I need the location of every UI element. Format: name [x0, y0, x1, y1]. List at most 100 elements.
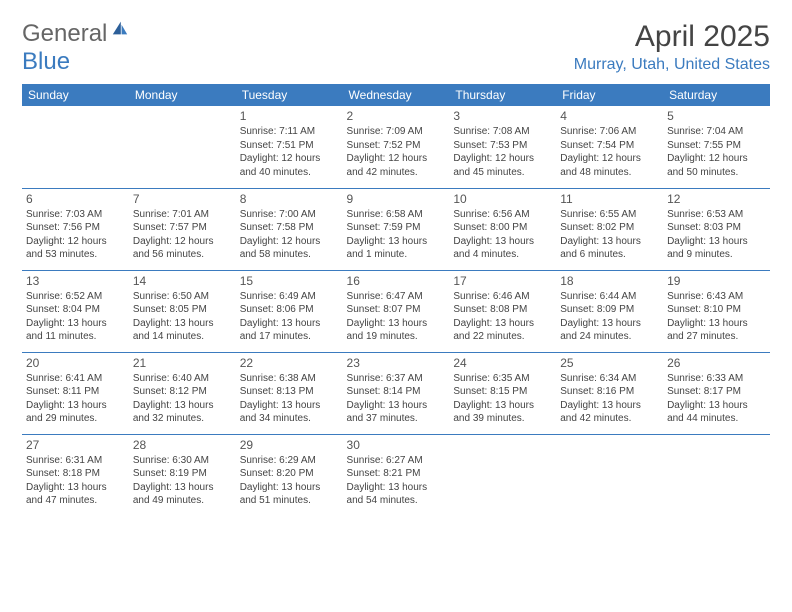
daylight-text: Daylight: 13 hours and 39 minutes.	[453, 399, 552, 426]
day-cell: 7Sunrise: 7:01 AMSunset: 7:57 PMDaylight…	[129, 188, 236, 270]
day-number: 12	[667, 191, 766, 207]
sunset-text: Sunset: 8:09 PM	[560, 303, 659, 317]
sunrise-text: Sunrise: 6:34 AM	[560, 372, 659, 386]
sunrise-text: Sunrise: 7:04 AM	[667, 125, 766, 139]
sunset-text: Sunset: 8:07 PM	[347, 303, 446, 317]
day-cell: 14Sunrise: 6:50 AMSunset: 8:05 PMDayligh…	[129, 270, 236, 352]
day-cell: 10Sunrise: 6:56 AMSunset: 8:00 PMDayligh…	[449, 188, 556, 270]
day-number: 17	[453, 273, 552, 289]
day-cell: 5Sunrise: 7:04 AMSunset: 7:55 PMDaylight…	[663, 106, 770, 188]
day-cell: 27Sunrise: 6:31 AMSunset: 8:18 PMDayligh…	[22, 434, 129, 516]
day-number: 22	[240, 355, 339, 371]
week-row: 13Sunrise: 6:52 AMSunset: 8:04 PM Dayligh…	[22, 270, 770, 352]
sunset-text: Sunset: 8:15 PM	[453, 385, 552, 399]
sunrise-text: Sunrise: 7:00 AM	[240, 208, 339, 222]
sunrise-text: Sunrise: 6:55 AM	[560, 208, 659, 222]
day-cell: 15Sunrise: 6:49 AMSunset: 8:06 PMDayligh…	[236, 270, 343, 352]
sunset-text: Sunset: 8:04 PM	[26, 303, 125, 317]
sunset-text: Sunset: 8:16 PM	[560, 385, 659, 399]
sunset-text: Sunset: 8:13 PM	[240, 385, 339, 399]
day-cell: 25Sunrise: 6:34 AMSunset: 8:16 PMDayligh…	[556, 352, 663, 434]
sunset-text: Sunset: 7:57 PM	[133, 221, 232, 235]
daylight-text: Daylight: 12 hours and 53 minutes.	[26, 235, 125, 262]
month-title: April 2025	[574, 20, 770, 54]
day-header-row: Sunday Monday Tuesday Wednesday Thursday…	[22, 84, 770, 106]
daylight-text: Daylight: 12 hours and 42 minutes.	[347, 152, 446, 179]
sunset-text: Sunset: 8:11 PM	[26, 385, 125, 399]
day-number: 15	[240, 273, 339, 289]
sunrise-text: Sunrise: 6:50 AM	[133, 290, 232, 304]
daylight-text: Daylight: 12 hours and 50 minutes.	[667, 152, 766, 179]
dh-sun: Sunday	[22, 84, 129, 106]
location: Murray, Utah, United States	[574, 56, 770, 74]
sunrise-text: Sunrise: 6:27 AM	[347, 454, 446, 468]
daylight-text: Daylight: 12 hours and 45 minutes.	[453, 152, 552, 179]
daylight-text: Daylight: 12 hours and 58 minutes.	[240, 235, 339, 262]
day-number: 25	[560, 355, 659, 371]
day-number: 28	[133, 437, 232, 453]
day-number: 16	[347, 273, 446, 289]
calendar-table: Sunday Monday Tuesday Wednesday Thursday…	[22, 84, 770, 516]
sunset-text: Sunset: 8:00 PM	[453, 221, 552, 235]
day-number: 10	[453, 191, 552, 207]
sunrise-text: Sunrise: 6:33 AM	[667, 372, 766, 386]
day-cell: 24Sunrise: 6:35 AMSunset: 8:15 PMDayligh…	[449, 352, 556, 434]
day-cell: 23Sunrise: 6:37 AMSunset: 8:14 PMDayligh…	[343, 352, 450, 434]
sunrise-text: Sunrise: 6:40 AM	[133, 372, 232, 386]
sunrise-text: Sunrise: 6:37 AM	[347, 372, 446, 386]
sunrise-text: Sunrise: 7:09 AM	[347, 125, 446, 139]
sunrise-text: Sunrise: 6:41 AM	[26, 372, 125, 386]
daylight-text: Daylight: 13 hours and 1 minute.	[347, 235, 446, 262]
day-cell: 21Sunrise: 6:40 AMSunset: 8:12 PMDayligh…	[129, 352, 236, 434]
logo-text-2: Blue	[22, 48, 70, 75]
day-number: 21	[133, 355, 232, 371]
day-cell: 2Sunrise: 7:09 AMSunset: 7:52 PMDaylight…	[343, 106, 450, 188]
sunrise-text: Sunrise: 6:31 AM	[26, 454, 125, 468]
dh-fri: Friday	[556, 84, 663, 106]
sunrise-text: Sunrise: 6:30 AM	[133, 454, 232, 468]
day-number: 7	[133, 191, 232, 207]
day-cell: 22Sunrise: 6:38 AMSunset: 8:13 PMDayligh…	[236, 352, 343, 434]
sunrise-text: Sunrise: 6:44 AM	[560, 290, 659, 304]
day-number: 24	[453, 355, 552, 371]
daylight-text: Daylight: 13 hours and 27 minutes.	[667, 317, 766, 344]
sunrise-text: Sunrise: 7:03 AM	[26, 208, 125, 222]
sunrise-text: Sunrise: 6:52 AM	[26, 290, 125, 304]
sunset-text: Sunset: 7:54 PM	[560, 139, 659, 153]
day-cell	[556, 434, 663, 516]
week-row: 20Sunrise: 6:41 AMSunset: 8:11 PM Dayligh…	[22, 352, 770, 434]
logo-text-1: General	[22, 20, 107, 47]
day-number: 20	[26, 355, 125, 371]
daylight-text: Daylight: 13 hours and 42 minutes.	[560, 399, 659, 426]
sunrise-text: Sunrise: 6:56 AM	[453, 208, 552, 222]
day-cell: 17Sunrise: 6:46 AMSunset: 8:08 PMDayligh…	[449, 270, 556, 352]
sunrise-text: Sunrise: 7:06 AM	[560, 125, 659, 139]
day-number: 14	[133, 273, 232, 289]
day-cell	[663, 434, 770, 516]
day-cell: 9Sunrise: 6:58 AMSunset: 7:59 PMDaylight…	[343, 188, 450, 270]
day-cell: 29Sunrise: 6:29 AMSunset: 8:20 PMDayligh…	[236, 434, 343, 516]
daylight-text: Daylight: 13 hours and 47 minutes.	[26, 481, 125, 508]
day-cell: 16Sunrise: 6:47 AMSunset: 8:07 PMDayligh…	[343, 270, 450, 352]
dh-mon: Monday	[129, 84, 236, 106]
sunrise-text: Sunrise: 7:01 AM	[133, 208, 232, 222]
day-cell: 19Sunrise: 6:43 AMSunset: 8:10 PMDayligh…	[663, 270, 770, 352]
week-row: 6Sunrise: 7:03 AMSunset: 7:56 PMDaylight…	[22, 188, 770, 270]
daylight-text: Daylight: 13 hours and 51 minutes.	[240, 481, 339, 508]
sail-icon	[109, 20, 130, 48]
logo: GeneralBlue	[22, 20, 130, 76]
sunrise-text: Sunrise: 6:49 AM	[240, 290, 339, 304]
daylight-text: Daylight: 12 hours and 48 minutes.	[560, 152, 659, 179]
daylight-text: Daylight: 13 hours and 14 minutes.	[133, 317, 232, 344]
dh-sat: Saturday	[663, 84, 770, 106]
day-number: 13	[26, 273, 125, 289]
day-number: 19	[667, 273, 766, 289]
sunset-text: Sunset: 8:14 PM	[347, 385, 446, 399]
day-cell: 30Sunrise: 6:27 AMSunset: 8:21 PMDayligh…	[343, 434, 450, 516]
day-cell: 1Sunrise: 7:11 AMSunset: 7:51 PMDaylight…	[236, 106, 343, 188]
day-number: 8	[240, 191, 339, 207]
dh-wed: Wednesday	[343, 84, 450, 106]
sunset-text: Sunset: 8:17 PM	[667, 385, 766, 399]
daylight-text: Daylight: 13 hours and 44 minutes.	[667, 399, 766, 426]
day-cell	[22, 106, 129, 188]
